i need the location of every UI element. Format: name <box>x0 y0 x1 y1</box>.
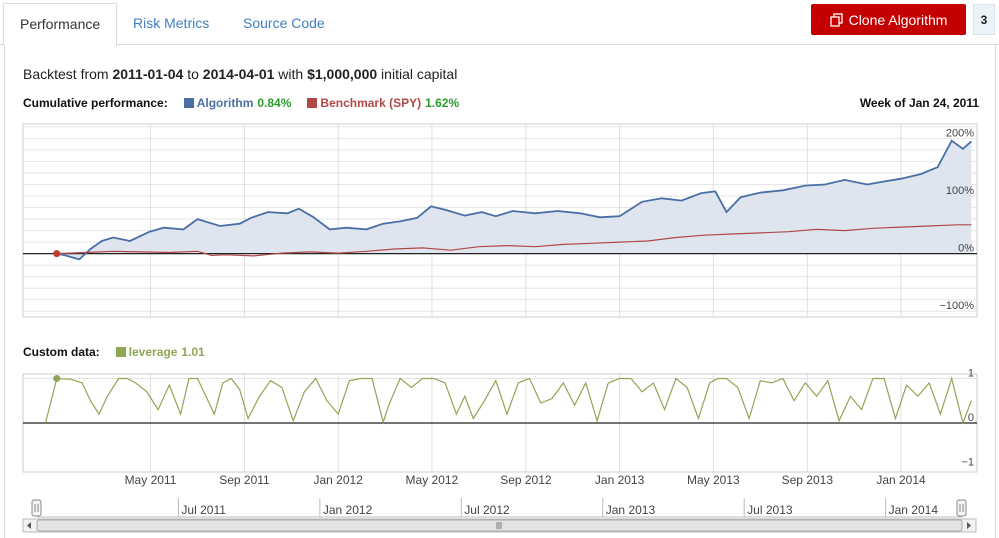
tab-performance[interactable]: Performance <box>3 3 118 46</box>
x-tick-label: Sep 2012 <box>500 473 552 487</box>
summary-to: to <box>183 66 203 82</box>
start-date: 2011-01-04 <box>112 66 184 82</box>
y-tick-label: −100% <box>939 300 974 312</box>
benchmark-start-point <box>53 250 61 258</box>
leverage-marker <box>53 374 61 382</box>
range-handle[interactable] <box>31 499 42 517</box>
leverage-line <box>44 376 972 425</box>
leverage-value: 1.01 <box>181 345 205 359</box>
tab-source-code[interactable]: Source Code <box>243 15 325 31</box>
algorithm-area <box>56 140 972 260</box>
copy-icon <box>829 12 843 27</box>
navigator-label: Jan 2014 <box>889 503 939 517</box>
range-navigator[interactable]: Jul 2011 Jan 2012 Jul 2012 Jan 2013 Jul 2013… <box>22 498 977 533</box>
clone-algorithm-label: Clone Algorithm <box>848 11 948 28</box>
cumulative-performance-title: Cumulative performance: <box>23 96 168 110</box>
leverage-chart[interactable]: 1 0 −1 May 2011 Sep 2011 Jan 2012 May 2012 Sep … <box>22 367 978 487</box>
x-tick-label: May 2013 <box>687 473 740 487</box>
algorithm-return: 0.84% <box>257 96 292 110</box>
x-tick-label: Jan 2013 <box>595 473 645 487</box>
benchmark-line <box>56 224 972 257</box>
end-date: 2014-04-01 <box>202 66 275 82</box>
algorithm-line <box>56 139 972 261</box>
week-label: Week of Jan 24, 2011 <box>859 96 979 110</box>
backtest-summary: Backtest from 2011-01-04 to 2014-04-01 w… <box>23 66 457 82</box>
tab-bar: Performance Risk Metrics Source Code Clo… <box>0 0 999 46</box>
custom-data-legend: Custom data: leverage 1.01 <box>23 345 221 359</box>
performance-legend: Cumulative performance: Algorithm 0.84% … <box>23 96 475 110</box>
y-tick-label: 100% <box>946 185 974 197</box>
x-tick-label: Jan 2014 <box>876 473 926 487</box>
benchmark-return: 1.62% <box>425 96 460 110</box>
leverage-swatch <box>115 347 126 357</box>
scroll-left-arrow-icon[interactable] <box>27 522 31 529</box>
performance-chart[interactable]: 200% 100% 0% −100% <box>22 123 978 318</box>
navigator-label: Jan 2013 <box>606 503 656 517</box>
x-tick-label: May 2012 <box>406 473 459 487</box>
y-tick-label: 200% <box>946 127 974 139</box>
navigator-label: Jan 2012 <box>323 503 373 517</box>
initial-capital: $1,000,000 <box>307 66 378 82</box>
y-tick-label: 0% <box>958 243 974 255</box>
performance-panel <box>4 45 996 538</box>
y-tick-label: 1 <box>968 367 974 379</box>
x-tick-label: Sep 2011 <box>219 473 270 487</box>
scroll-right-arrow-icon[interactable] <box>967 522 971 529</box>
clone-count-badge[interactable]: 3 <box>973 4 995 35</box>
legend-leverage[interactable]: leverage <box>128 345 178 359</box>
clone-algorithm-button[interactable]: Clone Algorithm <box>811 4 966 35</box>
range-handle[interactable] <box>956 499 967 517</box>
custom-data-title: Custom data: <box>23 345 100 359</box>
algorithm-swatch <box>183 98 194 108</box>
benchmark-swatch <box>307 98 318 108</box>
navigator-label: Jul 2013 <box>747 503 793 517</box>
x-tick-label: Jan 2012 <box>313 473 363 487</box>
tab-risk-metrics[interactable]: Risk Metrics <box>133 15 210 31</box>
summary-suffix: initial capital <box>377 66 458 82</box>
navigator-label: Jul 2012 <box>464 503 510 517</box>
legend-benchmark[interactable]: Benchmark (SPY) <box>320 96 422 110</box>
y-tick-label: 0 <box>968 412 974 424</box>
x-tick-label: Sep 2013 <box>782 473 834 487</box>
legend-algorithm[interactable]: Algorithm <box>196 96 254 110</box>
summary-with: with <box>274 66 308 82</box>
summary-prefix: Backtest from <box>23 66 113 82</box>
x-tick-label: May 2011 <box>125 473 177 487</box>
y-tick-label: −1 <box>961 457 974 469</box>
navigator-label: Jul 2011 <box>181 503 226 517</box>
